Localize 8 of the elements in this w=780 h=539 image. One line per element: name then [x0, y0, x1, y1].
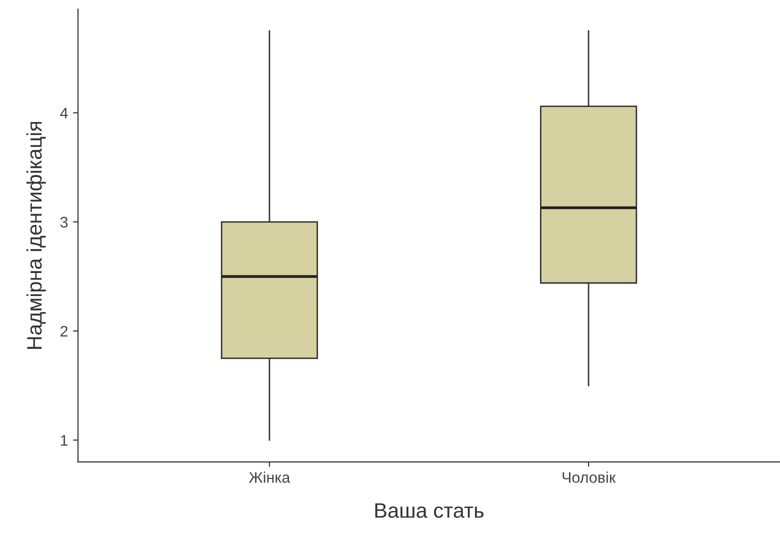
y-tick-label: 3: [60, 216, 68, 228]
x-tick-label: Жінка: [248, 472, 290, 483]
x-axis-title: Ваша стать: [375, 503, 484, 518]
x-tick-label: Чоловік: [562, 472, 616, 483]
y-tick-label: 2: [60, 326, 68, 337]
y-tick-label: 4: [60, 108, 68, 118]
y-axis-title: Надмірна ідентифікація: [26, 122, 46, 349]
y-tick-label: 1: [60, 435, 68, 446]
